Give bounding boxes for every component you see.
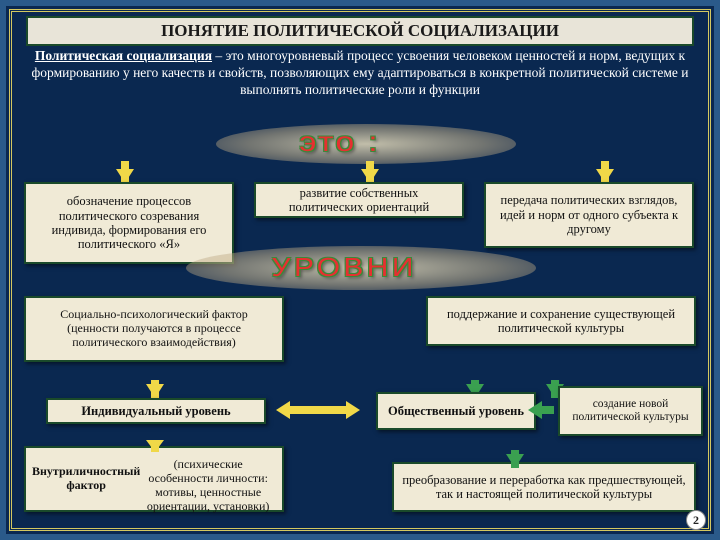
maintain-box: поддержание и сохранение существующей по… xyxy=(426,296,696,346)
social-level-box: Общественный уровень xyxy=(376,392,536,430)
arrow-down-icon xyxy=(116,169,134,183)
slide: ПОНЯТИЕ ПОЛИТИЧЕСКОЙ СОЦИАЛИЗАЦИИ Полити… xyxy=(0,0,720,540)
arrow-down-icon xyxy=(506,454,524,468)
individual-level-box: Индивидуальный уровень xyxy=(46,398,266,424)
definition-term: Политическая социализация xyxy=(35,48,212,63)
header-title: ПОНЯТИЕ ПОЛИТИЧЕСКОЙ СОЦИАЛИЗАЦИИ xyxy=(26,16,694,46)
arrow-down-icon xyxy=(361,169,379,183)
factor-social-text: Социально-психологический фактор (ценнос… xyxy=(60,307,248,349)
eto-box-3: передача политических взглядов, идей и н… xyxy=(484,182,694,248)
levels-label: УРОВНИ xyxy=(272,252,417,283)
arrow-down-icon xyxy=(146,384,164,398)
arrow-right-icon xyxy=(288,406,348,414)
page-number: 2 xyxy=(686,510,706,530)
eto-box-2: развитие собственных политических ориент… xyxy=(254,182,464,218)
eto-label: это : xyxy=(299,126,380,158)
create-box: создание новой политической культуры xyxy=(558,386,703,436)
arrow-down-icon xyxy=(596,169,614,183)
arrow-left-icon xyxy=(540,406,554,414)
transform-box: преобразование и переработка как предшес… xyxy=(392,462,696,512)
arrow-down-icon xyxy=(146,440,164,452)
factor-social-box: Социально-психологический фактор (ценнос… xyxy=(24,296,284,362)
definition-text: Политическая социализация – это многоуро… xyxy=(26,48,694,99)
factor-intra-box: Внутриличностный фактор(психические особ… xyxy=(24,446,284,512)
eto-box-1: обозначение процессов политического созр… xyxy=(24,182,234,264)
